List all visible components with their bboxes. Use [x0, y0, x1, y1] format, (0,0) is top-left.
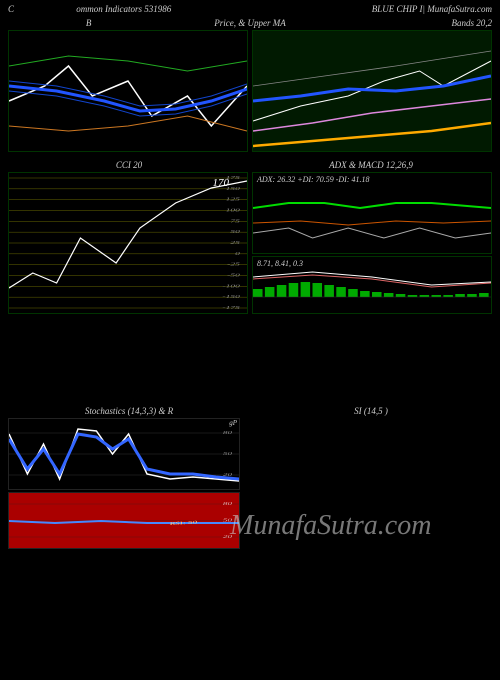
cci-value: 170 — [213, 177, 230, 189]
row1-titles: B Price, & Upper MA Bands 20,2 — [0, 16, 500, 30]
svg-text:50: 50 — [223, 518, 233, 523]
title-rsi: SI (14,5 ) — [250, 406, 492, 416]
svg-text:-100: -100 — [222, 283, 240, 288]
stoch-annot: gP — [229, 419, 237, 427]
adx-text: ADX: 26.32 +DI: 70.59 -DI: 41.18 — [257, 175, 370, 184]
title-adx-macd: ADX & MACD 12,26,9 — [250, 160, 492, 170]
header-prefix: C — [8, 4, 14, 14]
svg-text:0: 0 — [235, 251, 240, 256]
svg-text:-25: -25 — [227, 262, 240, 267]
title-stoch: Stochastics (14,3,3) & R — [8, 406, 250, 416]
row1-charts — [0, 30, 500, 152]
chart-stochastics: 805020 gP — [8, 418, 240, 490]
row2-charts: 1751501251007550250-25-50-100-150-175 17… — [0, 172, 500, 314]
chart-rsi: 80 50 20 RSI: 50 — [8, 492, 240, 549]
title-bb-center: Price, & Upper MA — [169, 18, 330, 28]
svg-text:50: 50 — [223, 452, 233, 457]
svg-text:-175: -175 — [222, 305, 240, 310]
svg-text:50: 50 — [230, 229, 240, 234]
svg-text:25: 25 — [230, 240, 240, 245]
chart-cci: 1751501251007550250-25-50-100-150-175 17… — [8, 172, 248, 314]
svg-text:75: 75 — [230, 218, 240, 223]
lower-charts: 80 50 20 gP 80 50 20 RSI: 50 — [0, 418, 500, 549]
title-bb-left: B — [8, 18, 169, 28]
chart-macd: 8.71, 8.41, 0.3 — [252, 256, 492, 314]
svg-text:-50: -50 — [227, 273, 240, 278]
svg-text:80: 80 — [223, 431, 233, 436]
lower-titles: Stochastics (14,3,3) & R SI (14,5 ) — [0, 404, 500, 418]
chart-bollinger-left — [8, 30, 248, 152]
row2-titles: CCI 20 ADX & MACD 12,26,9 — [0, 158, 500, 172]
svg-text:-150: -150 — [222, 294, 240, 299]
page-header: C ommon Indicators 531986 BLUE CHIP I| M… — [0, 0, 500, 16]
gap — [0, 314, 500, 404]
header-right-text: BLUE CHIP I| MunafaSutra.com — [250, 4, 492, 14]
title-cci: CCI 20 — [8, 160, 250, 170]
header-left: C ommon Indicators 531986 — [8, 4, 250, 14]
chart-adx-macd-stack: ADX: 26.32 +DI: 70.59 -DI: 41.18 8.71, 8… — [252, 172, 492, 312]
title-bb-right: Bands 20,2 — [331, 18, 492, 28]
chart-adx: ADX: 26.32 +DI: 70.59 -DI: 41.18 — [252, 172, 492, 254]
svg-text:100: 100 — [226, 208, 241, 213]
macd-text: 8.71, 8.41, 0.3 — [257, 259, 303, 268]
svg-text:125: 125 — [226, 197, 241, 202]
svg-text:20: 20 — [223, 535, 233, 540]
header-left-text: ommon Indicators 531986 — [76, 4, 171, 14]
chart-bollinger-right — [252, 30, 492, 152]
svg-text:80: 80 — [223, 502, 233, 507]
svg-text:RSI: 50: RSI: 50 — [168, 520, 199, 526]
